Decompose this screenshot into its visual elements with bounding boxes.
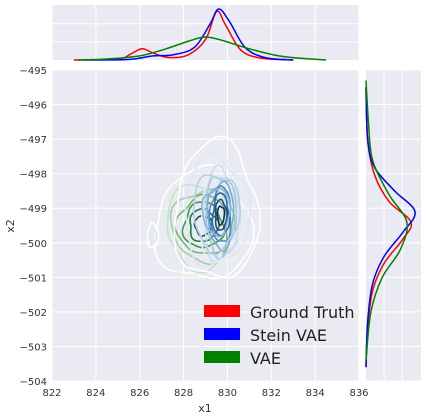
- x-tick-label: 834: [306, 388, 325, 399]
- contour-vae: [153, 164, 255, 280]
- top-marginal-stein-vae: [84, 8, 294, 61]
- top-marginal-curves: [73, 8, 327, 61]
- legend-swatch-ground-truth: [204, 305, 240, 317]
- x-axis-ticks: 822 824 826 828 830 832 834 836: [42, 388, 368, 399]
- y-axis-label: x2: [4, 219, 17, 233]
- contour-stein-vae: [214, 198, 229, 231]
- legend-label-stein-vae: Stein VAE: [250, 326, 327, 345]
- x-tick-label: 824: [86, 388, 105, 399]
- y-tick-label: −499: [20, 204, 47, 215]
- y-tick-label: −496: [20, 101, 47, 112]
- contour-stein-vae: [216, 205, 226, 226]
- y-tick-label: −504: [20, 377, 47, 388]
- y-tick-label: −501: [20, 273, 47, 284]
- x-tick-label: 826: [130, 388, 149, 399]
- x-tick-label: 836: [349, 388, 368, 399]
- y-tick-label: −502: [20, 308, 47, 319]
- legend-label-vae: VAE: [250, 349, 281, 368]
- x-tick-label: 830: [218, 388, 237, 399]
- contour-stein-vae: [200, 157, 243, 266]
- contour-ground-truth: [146, 221, 160, 249]
- right-marginal-stein-vae: [365, 87, 416, 368]
- x-axis-label: x1: [198, 402, 212, 415]
- y-tick-label: −503: [20, 342, 47, 353]
- x-tick-label: 832: [262, 388, 281, 399]
- right-marginal-panel: [366, 70, 421, 381]
- top-marginal-ground-truth: [73, 10, 294, 61]
- right-marginal-curves: [365, 80, 416, 368]
- y-tick-label: −495: [20, 66, 47, 77]
- contour-ground-truth: [193, 173, 242, 256]
- y-tick-label: −498: [20, 170, 47, 181]
- top-marginal-vae: [78, 36, 327, 61]
- x-tick-label: 822: [42, 388, 61, 399]
- right-marginal-vae: [365, 80, 408, 361]
- y-tick-label: −500: [20, 239, 47, 250]
- y-tick-label: −497: [20, 135, 47, 146]
- contour-ground-truth: [184, 152, 252, 268]
- y-axis-ticks: −495 −496 −497 −498 −499 −500 −501 −502 −503 −504: [20, 66, 47, 388]
- x-tick-label: 828: [174, 388, 193, 399]
- kde-contours: [146, 135, 262, 280]
- contour-vae: [193, 215, 213, 237]
- contour-stein-vae: [206, 180, 235, 253]
- contour-ground-truth: [173, 135, 262, 279]
- legend-label-ground-truth: Ground Truth: [250, 303, 355, 322]
- contour-vae: [181, 201, 226, 249]
- contour-ground-truth: [148, 227, 157, 245]
- legend: Ground Truth Stein VAE VAE: [204, 303, 355, 368]
- legend-swatch-stein-vae: [204, 328, 240, 340]
- contour-stein-vae: [208, 185, 232, 242]
- legend-swatch-vae: [204, 351, 240, 363]
- contour-ground-truth: [201, 187, 232, 238]
